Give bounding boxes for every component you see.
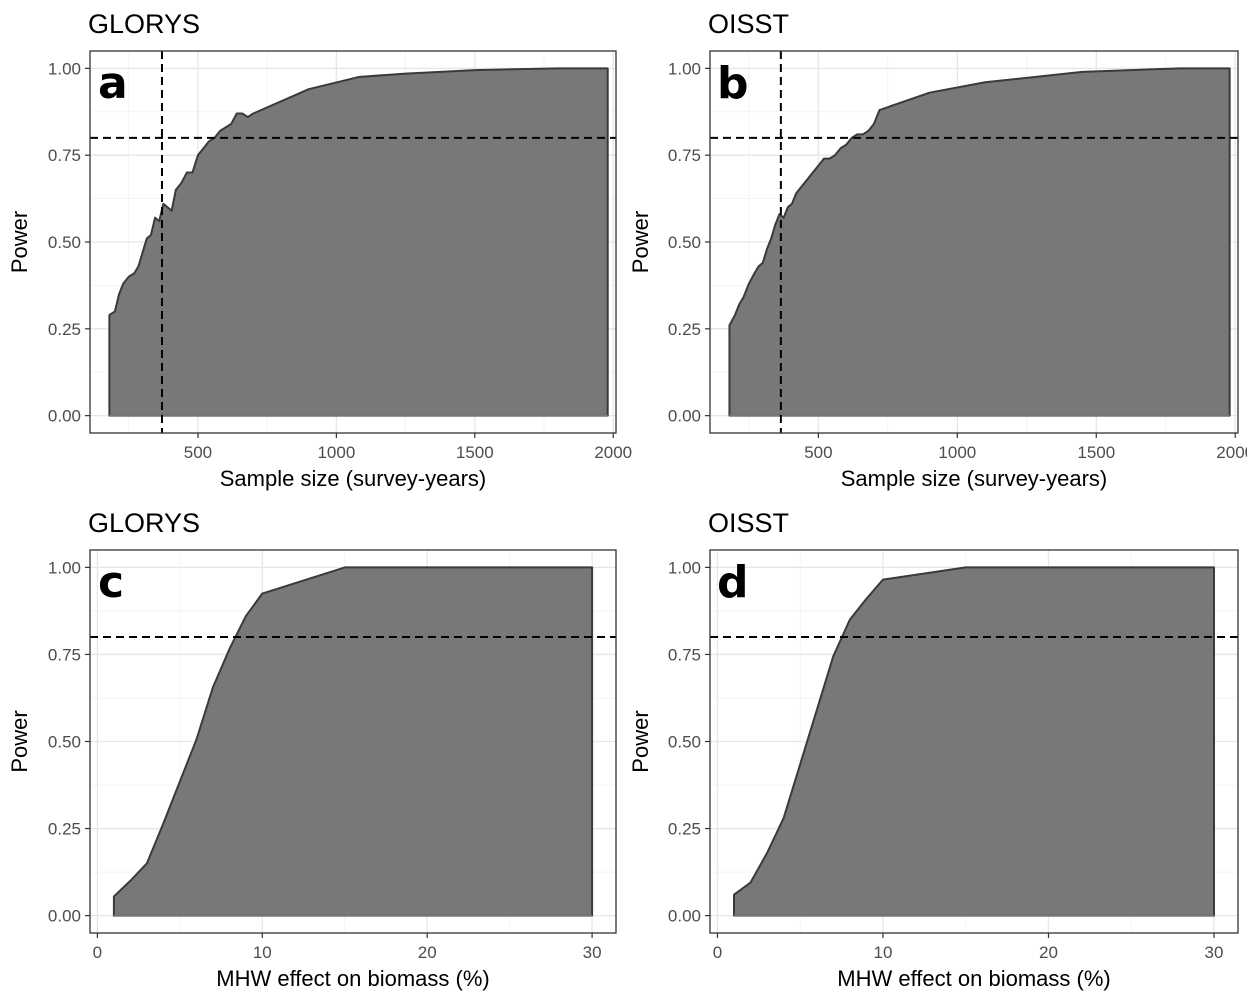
- power-area: [733, 566, 1215, 917]
- y-tick-label: 0.25: [48, 820, 81, 839]
- y-tick-label: 0.00: [48, 407, 81, 426]
- y-tick-label: 0.50: [668, 233, 701, 252]
- x-axis-title: Sample size (survey-years): [220, 466, 487, 491]
- y-tick-label: 0.50: [48, 233, 81, 252]
- panel-a: 0.00 0.25 0.50 0.75 1.00 500 1000 1500 2000 Sampl…: [7, 9, 632, 491]
- y-tick-label: 0.75: [48, 645, 81, 664]
- power-area: [728, 67, 1231, 417]
- x-tick-label: 2000: [1216, 443, 1247, 462]
- x-tick-label: 500: [804, 443, 832, 462]
- y-tick-label: 1.00: [668, 59, 701, 78]
- x-tick-label: 30: [583, 943, 602, 962]
- x-tick-label: 20: [1039, 943, 1058, 962]
- panel-c: 0.00 0.25 0.50 0.75 1.00 0 10 20 30 MHW effect on…: [7, 508, 617, 991]
- x-tick-label: 10: [874, 943, 893, 962]
- x-tick-label: 0: [713, 943, 722, 962]
- y-tick-label: 0.25: [48, 320, 81, 339]
- y-tick-label: 0.25: [668, 320, 701, 339]
- y-tick-label: 0.50: [48, 733, 81, 752]
- x-axis-title: Sample size (survey-years): [841, 466, 1108, 491]
- y-axis-title: Power: [7, 211, 32, 273]
- panel-d: 0.00 0.25 0.50 0.75 1.00 0 10 20 30 MHW effect on…: [628, 508, 1239, 991]
- y-axis-title: Power: [628, 211, 653, 273]
- panel-title: OISST: [708, 508, 789, 538]
- y-tick-label: 0.75: [668, 645, 701, 664]
- x-axis-title: MHW effect on biomass (%): [837, 966, 1110, 991]
- panel-tag: d: [717, 557, 749, 608]
- panel-title: GLORYS: [88, 508, 200, 538]
- y-axis-title: Power: [7, 710, 32, 772]
- panel-title: OISST: [708, 9, 789, 39]
- x-tick-label: 2000: [594, 443, 632, 462]
- panel-title: GLORYS: [88, 9, 200, 39]
- y-tick-label: 0.00: [668, 407, 701, 426]
- x-axis-title: MHW effect on biomass (%): [216, 966, 489, 991]
- x-tick-label: 1000: [938, 443, 976, 462]
- y-tick-label: 0.50: [668, 733, 701, 752]
- power-area: [108, 67, 609, 417]
- y-tick-label: 0.00: [48, 907, 81, 926]
- y-tick-label: 1.00: [48, 59, 81, 78]
- x-tick-label: 0: [93, 943, 102, 962]
- y-tick-label: 0.75: [48, 146, 81, 165]
- x-tick-label: 1000: [317, 443, 355, 462]
- y-tick-label: 1.00: [668, 558, 701, 577]
- panel-tag: b: [717, 58, 749, 109]
- panel-b: 0.00 0.25 0.50 0.75 1.00 500 1000 1500 2000 Sampl…: [628, 9, 1247, 491]
- y-axis-title: Power: [628, 710, 653, 772]
- y-tick-label: 1.00: [48, 558, 81, 577]
- y-tick-label: 0.75: [668, 146, 701, 165]
- y-tick-label: 0.00: [668, 907, 701, 926]
- panel-tag: c: [98, 557, 124, 608]
- x-tick-label: 30: [1205, 943, 1224, 962]
- y-tick-label: 0.25: [668, 820, 701, 839]
- panel-tag: a: [98, 58, 128, 109]
- x-tick-label: 20: [418, 943, 437, 962]
- x-tick-label: 1500: [456, 443, 494, 462]
- x-tick-label: 1500: [1077, 443, 1115, 462]
- power-area: [112, 566, 594, 917]
- x-tick-label: 10: [253, 943, 272, 962]
- x-tick-label: 500: [184, 443, 212, 462]
